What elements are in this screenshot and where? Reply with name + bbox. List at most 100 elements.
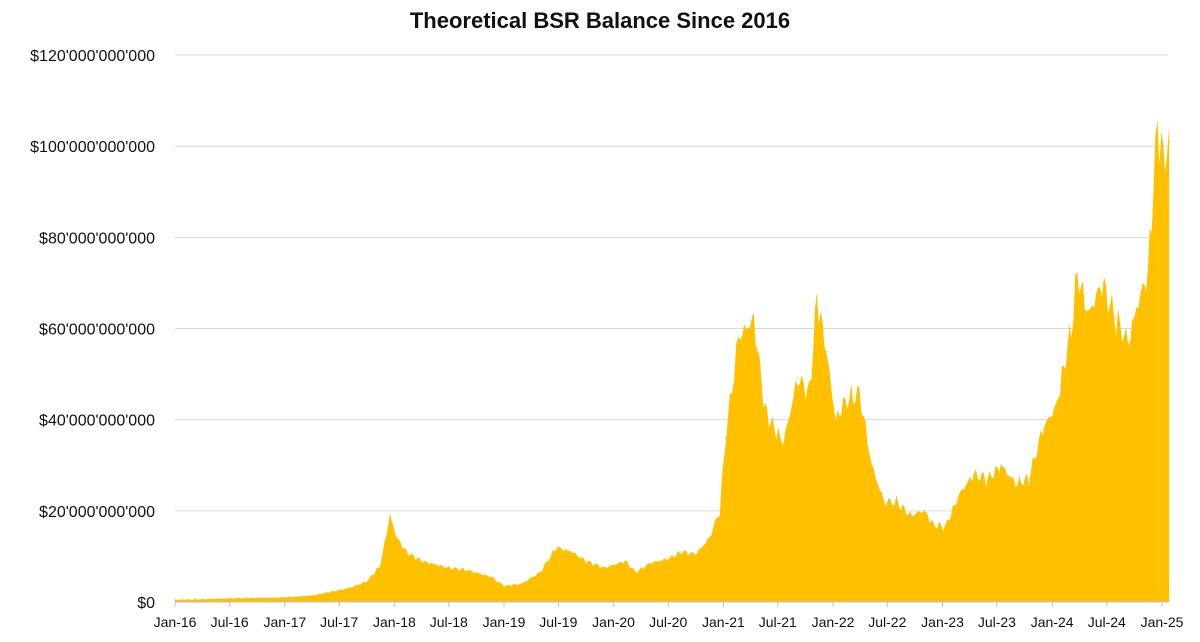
data-point [724, 437, 727, 439]
data-point [1115, 318, 1117, 320]
data-point [366, 580, 368, 583]
x-tick-label: Jan-21 [702, 614, 745, 630]
x-tick-label: Jan-18 [373, 614, 416, 630]
data-point [896, 501, 898, 503]
data-point [909, 514, 911, 516]
y-tick-label: $80'000'000'000 [39, 230, 155, 247]
data-point [1076, 273, 1078, 275]
data-point [1127, 341, 1129, 343]
data-point [490, 576, 492, 578]
data-point [782, 441, 785, 444]
x-tick-label: Jul-20 [649, 614, 687, 630]
data-point [808, 391, 811, 393]
data-point [987, 478, 989, 480]
data-point [773, 428, 776, 430]
data-point [256, 597, 258, 599]
data-point [816, 295, 818, 298]
data-point [796, 378, 799, 380]
x-tick-label: Jul-16 [211, 614, 249, 630]
x-tick-label: Jan-19 [483, 614, 526, 630]
data-point [932, 523, 934, 526]
data-point [1154, 154, 1156, 156]
x-tick-label: Jul-22 [868, 614, 906, 630]
data-point [1162, 159, 1164, 161]
data-point [719, 510, 721, 512]
data-point [923, 510, 925, 512]
data-point [667, 558, 669, 560]
x-tick-label: Jan-16 [154, 614, 197, 630]
data-point [521, 583, 523, 585]
data-point [944, 526, 946, 528]
y-tick-label: $0 [137, 595, 155, 612]
data-point [585, 560, 587, 562]
area-series [175, 119, 1170, 603]
data-point [1087, 314, 1090, 316]
data-point [174, 599, 176, 601]
x-tick-label: Jan-25 [1141, 614, 1184, 630]
data-point [1101, 282, 1103, 284]
data-point [1156, 122, 1159, 124]
data-point [466, 569, 468, 571]
data-point [624, 560, 627, 562]
data-point [571, 551, 573, 553]
data-point [201, 598, 203, 600]
data-point [329, 591, 331, 593]
data-point [405, 551, 408, 553]
data-point [347, 587, 350, 589]
data-point [603, 567, 605, 569]
data-point [835, 419, 837, 421]
data-point [311, 595, 313, 597]
data-point [681, 551, 683, 553]
data-point [1042, 428, 1044, 430]
data-point [1000, 464, 1002, 466]
data-point [420, 560, 423, 562]
data-point [753, 318, 755, 320]
data-point [883, 501, 885, 503]
x-tick-label: Jul-18 [430, 614, 468, 630]
x-tick-label: Jan-22 [812, 614, 855, 630]
x-tick-label: Jul-17 [320, 614, 358, 630]
data-point [764, 409, 766, 412]
data-points [174, 122, 1170, 601]
data-point [959, 492, 961, 494]
data-point [1055, 405, 1057, 407]
y-tick-label: $100'000'000'000 [30, 139, 155, 156]
area-fill [175, 119, 1170, 603]
data-point [858, 391, 861, 393]
data-point [1014, 482, 1017, 485]
data-point [555, 546, 558, 548]
data-point [1147, 273, 1149, 275]
x-tick-label: Jan-23 [921, 614, 964, 630]
x-tick-label: Jul-23 [978, 614, 1016, 630]
x-tick-label: Jan-24 [1031, 614, 1074, 630]
data-point [379, 564, 381, 567]
x-tick-label: Jul-19 [539, 614, 577, 630]
data-point [539, 571, 541, 573]
y-tick-label: $20'000'000'000 [39, 504, 155, 521]
data-point [649, 562, 651, 564]
data-point [973, 473, 975, 475]
chart-title: Theoretical BSR Balance Since 2016 [409, 8, 791, 33]
data-point [695, 553, 697, 555]
data-point [1070, 327, 1072, 330]
data-point [871, 464, 873, 466]
x-tick-label: Jul-21 [759, 614, 797, 630]
data-point [737, 337, 740, 339]
data-point [503, 585, 505, 587]
data-point [844, 400, 846, 403]
data-point [1168, 141, 1170, 143]
data-point [1028, 478, 1030, 480]
data-point [389, 514, 391, 516]
data-point [448, 567, 450, 569]
x-tick-label: Jan-17 [263, 614, 306, 630]
data-point [396, 537, 398, 539]
x-tick-label: Jan-20 [592, 614, 635, 630]
data-point [284, 596, 286, 599]
axes: $0 $20'000'000'000 $40'000'000'000 $60'000'… [30, 48, 1183, 630]
y-tick-label: $40'000'000'000 [39, 413, 155, 430]
x-tick-label: Jul-24 [1088, 614, 1126, 630]
data-point [825, 350, 827, 352]
data-point [635, 571, 637, 573]
